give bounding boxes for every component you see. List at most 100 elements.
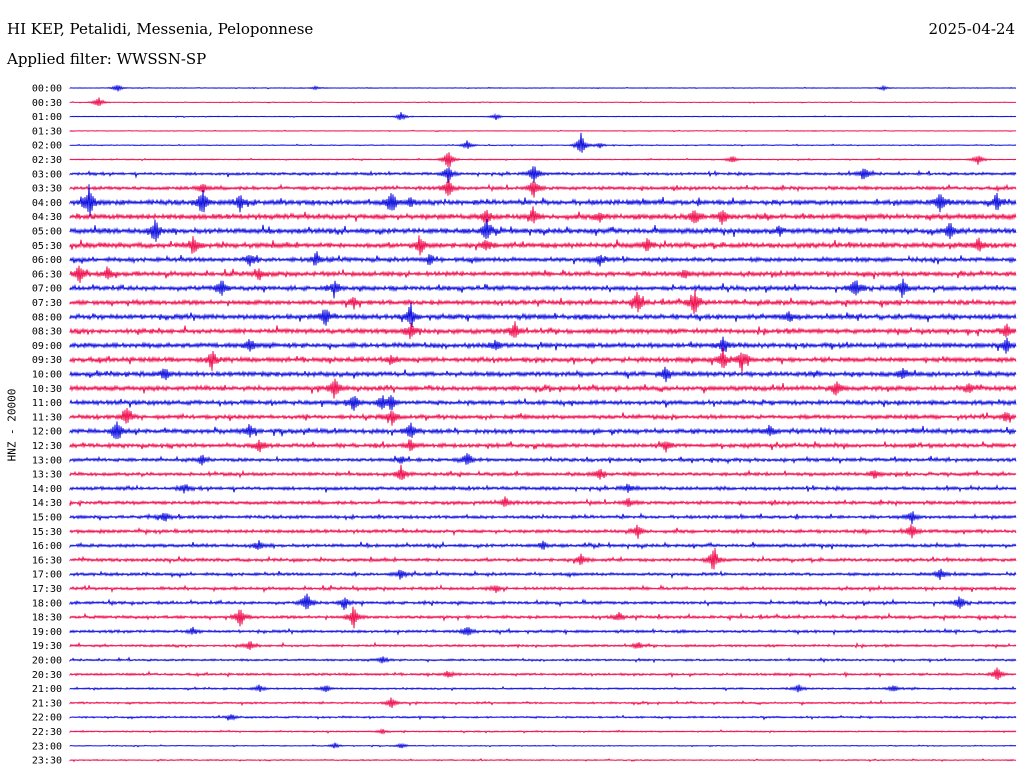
row-time-label: 22:00: [32, 713, 62, 724]
trace-line: [69, 656, 1017, 664]
trace-line: [69, 206, 1017, 225]
trace-line: [69, 265, 1017, 284]
row-time-label: 23:00: [32, 741, 62, 752]
row-time-label: 12:30: [32, 441, 62, 452]
trace-line: [69, 547, 1017, 570]
row-time-label: 05:30: [32, 241, 62, 252]
trace-line: [69, 697, 1017, 709]
trace-line: [69, 464, 1017, 481]
trace-line: [69, 714, 1017, 721]
filter-label: Applied filter: WWSSN-SP: [7, 50, 207, 68]
row-time-label: 09:00: [32, 341, 62, 352]
trace-line: [69, 758, 1017, 763]
trace-line: [69, 641, 1017, 650]
trace-line: [69, 667, 1017, 681]
row-time-label: 21:00: [32, 684, 62, 695]
row-time-label: 01:30: [32, 126, 62, 137]
trace-line: [69, 347, 1017, 374]
trace-line: [69, 439, 1017, 453]
trace-line: [69, 593, 1017, 611]
row-time-label: 08:30: [32, 327, 62, 338]
trace-line: [69, 321, 1017, 340]
trace-line: [69, 511, 1017, 525]
trace-line: [69, 166, 1017, 183]
row-time-label: 04:00: [32, 198, 62, 209]
trace-line: [69, 524, 1017, 539]
row-time-label: 11:30: [32, 412, 62, 423]
row-time-label: 11:00: [32, 398, 62, 409]
row-time-label: 00:30: [32, 98, 62, 109]
row-time-label: 13:00: [32, 455, 62, 466]
row-time-label: 16:30: [32, 555, 62, 566]
trace-line: [69, 84, 1017, 92]
trace-line: [69, 728, 1017, 735]
row-time-label: 15:30: [32, 527, 62, 538]
trace-line: [69, 540, 1017, 551]
trace-line: [69, 483, 1017, 494]
row-time-label: 03:30: [32, 184, 62, 195]
trace-line: [69, 235, 1017, 256]
trace-line: [69, 378, 1017, 399]
row-time-label: 10:00: [32, 370, 62, 381]
row-time-label: 10:30: [32, 384, 62, 395]
row-time-label: 01:00: [32, 112, 62, 123]
trace-line: [69, 684, 1017, 693]
trace-line: [69, 568, 1017, 581]
row-time-label: 04:30: [32, 212, 62, 223]
trace-line: [69, 290, 1017, 315]
date-label: 2025-04-24: [928, 20, 1015, 38]
row-time-label: 02:00: [32, 141, 62, 152]
trace-line: [69, 395, 1017, 411]
trace-line: [69, 97, 1017, 106]
row-time-label: 07:00: [32, 284, 62, 295]
trace-line: [69, 251, 1017, 267]
row-time-label: 08:00: [32, 312, 62, 323]
trace-line: [69, 179, 1017, 198]
trace-line: [69, 606, 1017, 629]
trace-line: [69, 453, 1017, 466]
row-time-label: 06:00: [32, 255, 62, 266]
trace-line: [69, 132, 1017, 153]
row-time-label: 19:30: [32, 641, 62, 652]
row-time-label: 12:00: [32, 427, 62, 438]
trace-line: [69, 407, 1017, 426]
trace-line: [69, 218, 1017, 242]
trace-line: [69, 278, 1017, 299]
trace-line: [69, 336, 1017, 354]
row-time-label: 06:30: [32, 269, 62, 280]
row-time-label: 18:00: [32, 598, 62, 609]
row-time-label: 20:30: [32, 670, 62, 681]
trace-line: [69, 112, 1017, 121]
row-time-label: 13:30: [32, 470, 62, 481]
trace-line: [69, 421, 1017, 440]
row-time-label: 15:00: [32, 513, 62, 524]
row-time-label: 07:30: [32, 298, 62, 309]
trace-line: [69, 302, 1017, 327]
trace-line: [69, 626, 1017, 636]
row-time-label: 21:30: [32, 698, 62, 709]
row-time-label: 00:00: [32, 84, 62, 95]
row-time-label: 18:30: [32, 613, 62, 624]
row-time-label: 16:00: [32, 541, 62, 552]
row-time-label: 17:00: [32, 570, 62, 581]
row-time-label: 03:00: [32, 169, 62, 180]
row-time-label: 14:00: [32, 484, 62, 495]
row-time-label: 02:30: [32, 155, 62, 166]
row-time-label: 17:30: [32, 584, 62, 595]
trace-line: [69, 129, 1017, 133]
trace-line: [69, 496, 1017, 507]
trace-line: [69, 742, 1017, 749]
row-time-label: 14:30: [32, 498, 62, 509]
trace-line: [69, 366, 1017, 383]
trace-line: [69, 152, 1017, 168]
trace-line: [69, 584, 1017, 594]
row-time-label: 20:00: [32, 656, 62, 667]
row-time-label: 05:00: [32, 227, 62, 238]
row-time-label: 09:30: [32, 355, 62, 366]
row-time-label: 23:30: [32, 756, 62, 767]
row-time-label: 19:00: [32, 627, 62, 638]
row-time-label: 22:30: [32, 727, 62, 738]
station-title: HI KEP, Petalidi, Messenia, Peloponnese: [7, 20, 314, 38]
trace-line: [69, 184, 1017, 217]
